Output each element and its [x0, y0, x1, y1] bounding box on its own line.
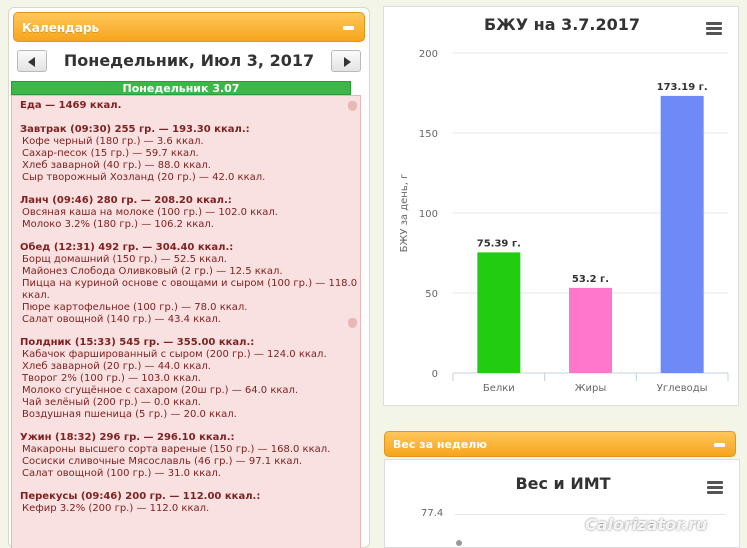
calendar-panel-title: Календарь	[22, 21, 100, 35]
next-day-button[interactable]	[331, 50, 361, 72]
weight-y-tick: 77.4	[421, 508, 444, 519]
meal-item: Хлеб заварной (40 гр.) — 88.0 ккал.	[22, 160, 211, 171]
daily-total: Еда — 1469 ккал.	[20, 100, 122, 111]
chart-title: БЖУ на 3.7.2017	[483, 15, 641, 34]
macros-bar-chart: 0 50 100 150 200 БЖУ за день, г 75.39 г. Белки 5…	[399, 49, 729, 394]
meal-item: Кефир 3.2% (200 гр.) — 112.0 ккал.	[22, 503, 210, 514]
meal-item: Пицца на куриной основе с овощами и сыро…	[22, 278, 361, 301]
weight-panel-header[interactable]: Вес за неделю	[384, 431, 736, 457]
meal-title: Обед (12:31) 492 гр. — 304.40 ккал.:	[20, 242, 234, 253]
collapse-icon[interactable]	[343, 26, 354, 30]
meal-item: Молоко 3.2% (180 гр.) — 106.2 ккал.	[22, 219, 214, 230]
meal-block: Полдник (15:33) 545 гр. — 355.00 ккал.: К…	[20, 337, 360, 421]
data-label: 173.19 г.	[657, 82, 708, 93]
meal-block: Ланч (09:46) 280 гр. — 208.20 ккал.: Овся…	[20, 195, 360, 231]
menu-icon[interactable]	[707, 481, 723, 494]
meal-item: Сыр творожный Хозланд (20 гр.) — 42.0 кк…	[22, 172, 266, 183]
meal-item: Молоко сгущённое с сахаром (20ш гр.) — 6…	[22, 385, 299, 396]
meal-title: Ужин (18:32) 296 гр. — 296.10 ккал.:	[20, 432, 235, 443]
day-label: Понедельник 3.07	[11, 81, 351, 95]
meal-item: Кабачок фаршированный с сыром (200 гр.) …	[22, 349, 327, 360]
meal-title: Перекусы (09:46) 200 гр. — 112.00 ккал.:	[20, 491, 261, 502]
meal-block: Ужин (18:32) 296 гр. — 296.10 ккал.: Мака…	[20, 432, 360, 480]
meal-item: Майонез Слобода Оливковый (2 гр.) — 12.5…	[22, 266, 283, 277]
y-tick-label: 100	[419, 209, 438, 220]
y-tick-label: 50	[425, 289, 438, 300]
meal-item: Борщ домашний (150 гр.) — 52.5 ккал.	[22, 254, 227, 265]
meal-block: Завтрак (09:30) 255 гр. — 193.30 ккал.: К…	[20, 124, 360, 184]
meal-item: Творог 2% (100 гр.) — 103.0 ккал.	[22, 373, 201, 384]
menu-icon[interactable]	[706, 22, 722, 35]
meal-item: Макароны высшего сорта вареные (150 гр.)…	[22, 444, 331, 455]
meal-block: Перекусы (09:46) 200 гр. — 112.00 ккал.:…	[20, 491, 360, 515]
meal-item: Чай зелёный (200 гр.) — 0.0 ккал.	[22, 397, 201, 408]
meal-title: Завтрак (09:30) 255 гр. — 193.30 ккал.:	[20, 124, 250, 135]
meal-item: Сосиски сливочные Мясославль (46 гр.) — …	[22, 456, 303, 467]
meal-item: Салат овощной (100 гр.) — 31.0 ккал.	[22, 468, 221, 479]
weight-panel-title: Вес за неделю	[393, 438, 487, 451]
calendar-panel-header[interactable]: Календарь	[13, 12, 365, 42]
meal-item: Хлеб заварной (20 гр.) — 44.0 ккал.	[22, 361, 211, 372]
data-label: 75.39 г.	[477, 238, 521, 249]
data-label: 53.2 г.	[572, 274, 609, 285]
weight-chart-title: Вес и ИМТ	[515, 474, 611, 493]
meal-item: Пюре картофельное (100 гр.) — 78.0 ккал.	[22, 302, 248, 313]
meal-item: Салат овощной (140 гр.) — 43.4 ккал.	[22, 314, 221, 325]
collapse-icon[interactable]	[714, 443, 725, 447]
meal-title: Полдник (15:33) 545 гр. — 355.00 ккал.:	[20, 337, 255, 348]
y-axis-label: БЖУ за день, г	[399, 174, 410, 253]
weight-point	[456, 540, 462, 546]
watermark: Calorizator.ru	[585, 515, 708, 534]
y-tick-label: 0	[432, 369, 438, 380]
x-tick-label: Белки	[483, 383, 515, 394]
weight-gridline	[455, 514, 725, 515]
arrow-right-icon	[344, 57, 351, 67]
date-navigation: Понедельник, Июл 3, 2017	[13, 48, 365, 78]
hand-icon[interactable]	[348, 101, 357, 111]
date-title: Понедельник, Июл 3, 2017	[63, 51, 315, 70]
hand-icon[interactable]	[348, 318, 357, 328]
arrow-left-icon	[28, 57, 35, 67]
meal-item: Кофе черный (180 гр.) — 3.6 ккал.	[22, 136, 204, 147]
bar-2	[569, 287, 612, 373]
x-tick-label: Углеводы	[657, 383, 708, 394]
previous-day-button[interactable]	[17, 50, 47, 72]
meal-block: Обед (12:31) 492 гр. — 304.40 ккал.: Борщ…	[20, 242, 360, 326]
meal-list: Завтрак (09:30) 255 гр. — 193.30 ккал.: К…	[20, 124, 360, 515]
meal-title: Ланч (09:46) 280 гр. — 208.20 ккал.:	[20, 195, 232, 206]
meal-item: Сахар-песок (15 гр.) — 59.7 ккал.	[22, 148, 199, 159]
weight-chart-panel: Вес и ИМТ 77.4	[384, 459, 740, 548]
macros-chart-panel: 0 50 100 150 200 БЖУ за день, г 75.39 г. Белки 5…	[383, 6, 739, 406]
x-tick-label: Жиры	[575, 383, 607, 394]
y-tick-label: 150	[419, 129, 438, 140]
y-tick-label: 200	[419, 49, 438, 60]
bar-1	[477, 252, 521, 373]
meal-item: Овсяная каша на молоке (100 гр.) — 102.0…	[22, 207, 278, 218]
bar-3	[660, 95, 704, 374]
day-food-log: Еда — 1469 ккал. Завтрак (09:30) 255 гр.…	[11, 95, 361, 548]
meal-item: Воздушная пшеница (5 гр.) — 20.0 ккал.	[22, 409, 237, 420]
